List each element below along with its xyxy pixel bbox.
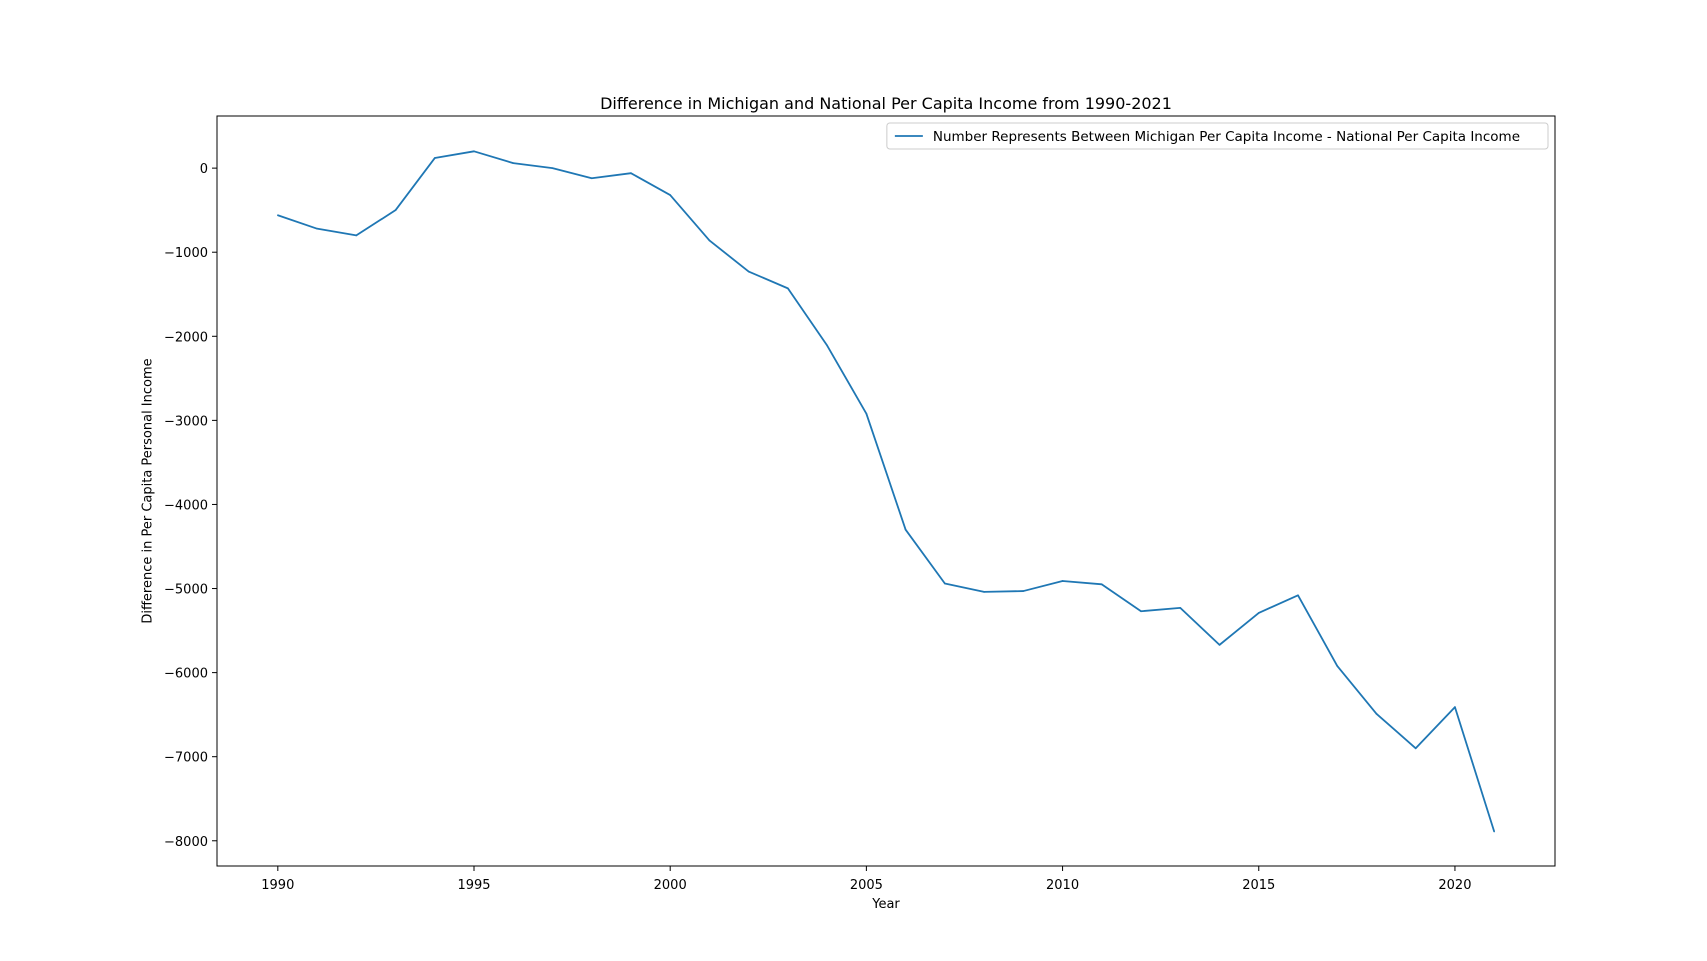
y-axis-label: Difference in Per Capita Personal Income [141, 358, 156, 623]
x-tick-label: 2015 [1242, 878, 1275, 893]
data-point [944, 582, 946, 585]
data-point [1375, 713, 1378, 715]
series-line-0 [277, 150, 1496, 832]
data-point [826, 344, 828, 347]
data-point [1061, 580, 1064, 582]
y-axis-ticks: 0 −1000 −2000 −3000 −4000 −5000 −6000 −7000 −800… [164, 162, 217, 850]
data-point [787, 287, 789, 290]
x-tick-label: 2000 [654, 878, 687, 893]
data-point [1257, 612, 1260, 614]
y-tick-label: −4000 [164, 498, 208, 513]
legend: Number Represents Between Michigan Per C… [886, 122, 1549, 150]
data-point [590, 177, 593, 180]
y-tick-label: −2000 [164, 330, 208, 345]
data-point [433, 157, 436, 159]
y-tick-label: 0 [200, 162, 208, 177]
data-point [1454, 706, 1456, 708]
data-point [1493, 830, 1495, 833]
data-point [277, 214, 279, 217]
data-point [394, 209, 397, 211]
x-tick-label: 1995 [457, 878, 490, 893]
x-tick-label: 1990 [261, 878, 294, 893]
data-point [630, 172, 632, 174]
x-tick-label: 2010 [1046, 878, 1079, 893]
x-axis-ticks: 1990 1995 2000 2005 2010 2015 2020 [261, 866, 1471, 893]
y-tick-label: −3000 [164, 414, 208, 429]
series-layer [277, 150, 1496, 833]
x-tick-label: 2005 [850, 878, 883, 893]
data-point [983, 591, 985, 593]
data-point [1336, 665, 1339, 667]
data-point [1101, 583, 1103, 586]
data-point [355, 234, 358, 237]
data-point [1022, 590, 1025, 592]
legend-entry-label: Number Represents Between Michigan Per C… [933, 129, 1520, 145]
plot-frame [216, 115, 1556, 867]
y-tick-label: −8000 [164, 835, 208, 850]
data-point [1297, 594, 1299, 597]
data-point [1218, 644, 1221, 646]
y-tick-label: −1000 [164, 246, 208, 261]
x-tick-label: 2020 [1438, 878, 1471, 893]
data-point [512, 162, 515, 164]
legend-box [886, 122, 1549, 150]
data-point [747, 270, 750, 273]
data-point [473, 150, 475, 153]
data-point [904, 528, 907, 531]
data-point [865, 412, 868, 415]
data-point [551, 167, 554, 169]
data-point [316, 227, 318, 230]
data-point [1179, 607, 1182, 609]
data-point [708, 239, 711, 242]
data-point [1414, 747, 1417, 750]
data-point [1140, 610, 1142, 613]
data-point [669, 194, 671, 196]
x-axis-label: Year [871, 897, 900, 912]
chart-title: Difference in Michigan and National Per … [600, 94, 1172, 113]
y-tick-label: −7000 [164, 751, 208, 766]
y-tick-label: −5000 [164, 583, 208, 598]
y-tick-label: −6000 [164, 667, 208, 682]
